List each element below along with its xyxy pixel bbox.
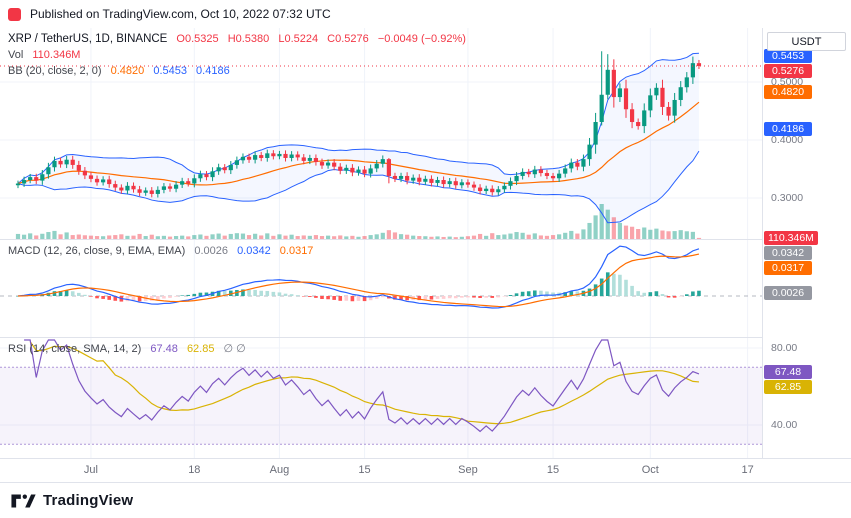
ohlc-open: O0.5325 xyxy=(176,33,219,45)
time-scale[interactable]: Jul 18 Aug 15 Sep 15 Oct 17 xyxy=(0,458,851,482)
rsi-ma-value: 62.85 xyxy=(186,343,215,355)
ohlc-low: L0.5224 xyxy=(278,33,319,45)
rsi-label[interactable]: RSI (14, close, SMA, 14, 2) xyxy=(8,343,142,355)
price-badge: 0.0317 xyxy=(764,260,812,275)
price-badge: 62.85 xyxy=(764,380,812,395)
header: Published on TradingView.com, Oct 10, 20… xyxy=(0,0,851,28)
price-chart[interactable] xyxy=(0,28,762,240)
time-axis-label: 17 xyxy=(741,464,754,476)
price-badge: 0.5276 xyxy=(764,63,812,78)
axis-label: 0.5000 xyxy=(771,76,804,88)
price-pane-canvas[interactable]: XRP / TetherUS, 1D, BINANCE O0.5325 H0.5… xyxy=(0,28,762,240)
ohlc-high: H0.5380 xyxy=(227,33,270,45)
time-axis-label: 15 xyxy=(358,464,371,476)
axis-label: 40.00 xyxy=(771,419,798,431)
rsi-legend: RSI (14, close, SMA, 14, 2) 67.48 62.85 … xyxy=(8,341,246,357)
macd-chart[interactable] xyxy=(0,240,762,338)
axis-label: 80.00 xyxy=(771,342,798,354)
currency-label[interactable]: USDT xyxy=(767,32,846,51)
volume-value: 110.346M xyxy=(32,49,81,61)
rsi-value: 67.48 xyxy=(150,343,178,355)
bb-basis-value: 0.4820 xyxy=(110,65,145,77)
macd-label[interactable]: MACD (12, 26, close, 9, EMA, EMA) xyxy=(8,245,186,257)
macd-hist-value: 0.0026 xyxy=(194,245,228,257)
time-axis-label: Aug xyxy=(269,464,290,476)
axis-label: 0.3000 xyxy=(771,192,804,204)
bb-lower-value: 0.4186 xyxy=(196,65,230,77)
price-badge: 0.4820 xyxy=(764,85,812,100)
axis-label: 0.4000 xyxy=(771,134,804,146)
time-axis-label: 18 xyxy=(188,464,201,476)
price-badge: 67.48 xyxy=(764,365,812,380)
price-badge: 0.0342 xyxy=(764,245,812,260)
tradingview-logo-icon[interactable] xyxy=(10,489,36,513)
macd-line-value: 0.0342 xyxy=(237,245,271,257)
price-scale[interactable]: USDT 0.5000 0.4000 0.3000 80.00 40.00 0.5453 0… xyxy=(762,28,851,482)
published-text: Published on TradingView.com, Oct 10, 20… xyxy=(30,7,331,21)
time-axis-label: Jul xyxy=(83,464,98,476)
volume-label[interactable]: Vol xyxy=(8,49,24,61)
symbol-title[interactable]: XRP / TetherUS, 1D, BINANCE xyxy=(8,33,168,45)
brand-name[interactable]: TradingView xyxy=(43,492,134,509)
macd-legend: MACD (12, 26, close, 9, EMA, EMA) 0.0026… xyxy=(8,243,313,259)
pane-separator[interactable] xyxy=(0,239,851,240)
price-legend: XRP / TetherUS, 1D, BINANCE O0.5325 H0.5… xyxy=(8,31,466,79)
price-change: −0.0049 (−0.92%) xyxy=(377,33,466,45)
snapshot-icon xyxy=(8,7,21,21)
time-axis-label: Oct xyxy=(641,464,659,476)
price-badge: 0.5453 xyxy=(764,48,812,63)
rsi-pane-canvas[interactable]: RSI (14, close, SMA, 14, 2) 67.48 62.85 … xyxy=(0,338,762,458)
footer: TradingView xyxy=(0,482,851,518)
rsi-bands-hidden: ∅ ∅ xyxy=(223,343,246,355)
price-badge: 0.4186 xyxy=(764,122,812,137)
price-badge: 110.346M xyxy=(764,230,818,245)
ohlc-close: C0.5276 xyxy=(327,33,369,45)
bb-upper-value: 0.5453 xyxy=(153,65,187,77)
pane-separator[interactable] xyxy=(0,337,851,338)
price-badge: 0.0026 xyxy=(764,285,812,300)
time-axis-label: Sep xyxy=(458,464,478,476)
macd-pane-canvas[interactable]: MACD (12, 26, close, 9, EMA, EMA) 0.0026… xyxy=(0,240,762,338)
bb-label[interactable]: BB (20, close, 2, 0) xyxy=(8,65,102,77)
time-axis-label: 15 xyxy=(546,464,560,476)
macd-signal-value: 0.0317 xyxy=(279,245,314,257)
rsi-chart[interactable] xyxy=(0,338,762,458)
